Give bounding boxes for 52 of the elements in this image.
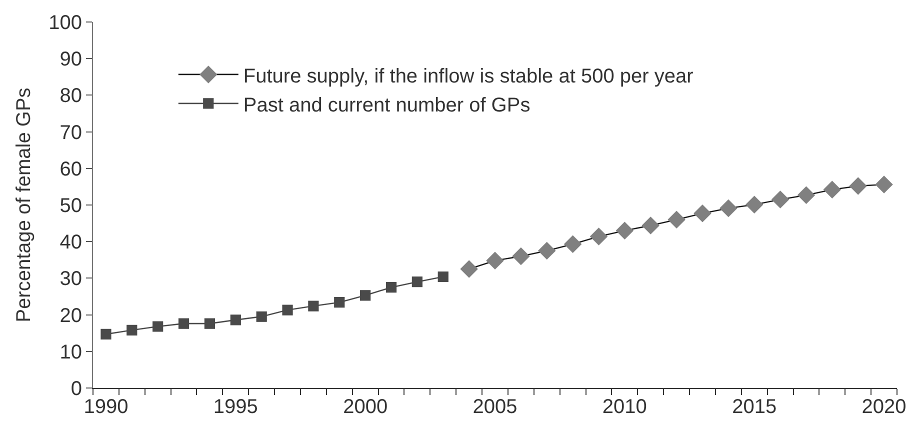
point [823, 180, 841, 198]
point [512, 247, 530, 265]
legend-label: Past and current number of GPs [243, 94, 530, 116]
point [486, 252, 504, 270]
point [308, 300, 319, 312]
y-axis-title: Percentage of female GPs [13, 88, 36, 322]
y-tick-label: 10 [60, 341, 82, 364]
x-tick-label: 2015 [732, 396, 777, 418]
point [256, 311, 267, 322]
point [772, 190, 790, 208]
point [204, 318, 216, 329]
point [386, 282, 397, 293]
y-tick-label: 30 [60, 268, 82, 290]
point [875, 176, 893, 194]
y-tick-label: 60 [60, 158, 82, 180]
point [334, 297, 345, 308]
x-tick-label: 1995 [213, 396, 258, 418]
point [152, 321, 164, 332]
point [100, 328, 112, 340]
legend-label: Future supply, if the inflow is stable at 500 per year [243, 65, 694, 88]
point [668, 210, 686, 228]
point [126, 324, 138, 336]
x-tick-label: 2010 [602, 396, 647, 418]
point [538, 242, 556, 260]
point [230, 314, 241, 326]
point [720, 200, 738, 218]
x-tick-label: 1990 [84, 396, 128, 418]
x-tick-label: 2020 [862, 396, 906, 418]
point [438, 271, 448, 282]
point [460, 260, 478, 278]
y-tick-label: 80 [60, 85, 82, 108]
point [694, 204, 712, 222]
x-tick-label: 2005 [472, 396, 518, 418]
point [797, 186, 815, 204]
x-tick-label: 2000 [343, 396, 388, 418]
point [282, 304, 293, 316]
y-tick-label: 70 [60, 122, 82, 144]
point [849, 177, 867, 195]
y-tick-label: 40 [60, 232, 82, 254]
point [616, 222, 634, 240]
point [642, 216, 660, 234]
y-tick-label: 20 [60, 304, 82, 327]
y-tick-label: 90 [60, 48, 82, 71]
point [412, 276, 422, 288]
point [178, 318, 190, 329]
y-tick-label: 0 [70, 378, 82, 400]
point [360, 290, 371, 301]
y-tick-label: 100 [48, 12, 82, 34]
y-tick-label: 50 [60, 195, 82, 217]
point [590, 228, 608, 246]
point [746, 196, 764, 214]
point [564, 235, 582, 253]
